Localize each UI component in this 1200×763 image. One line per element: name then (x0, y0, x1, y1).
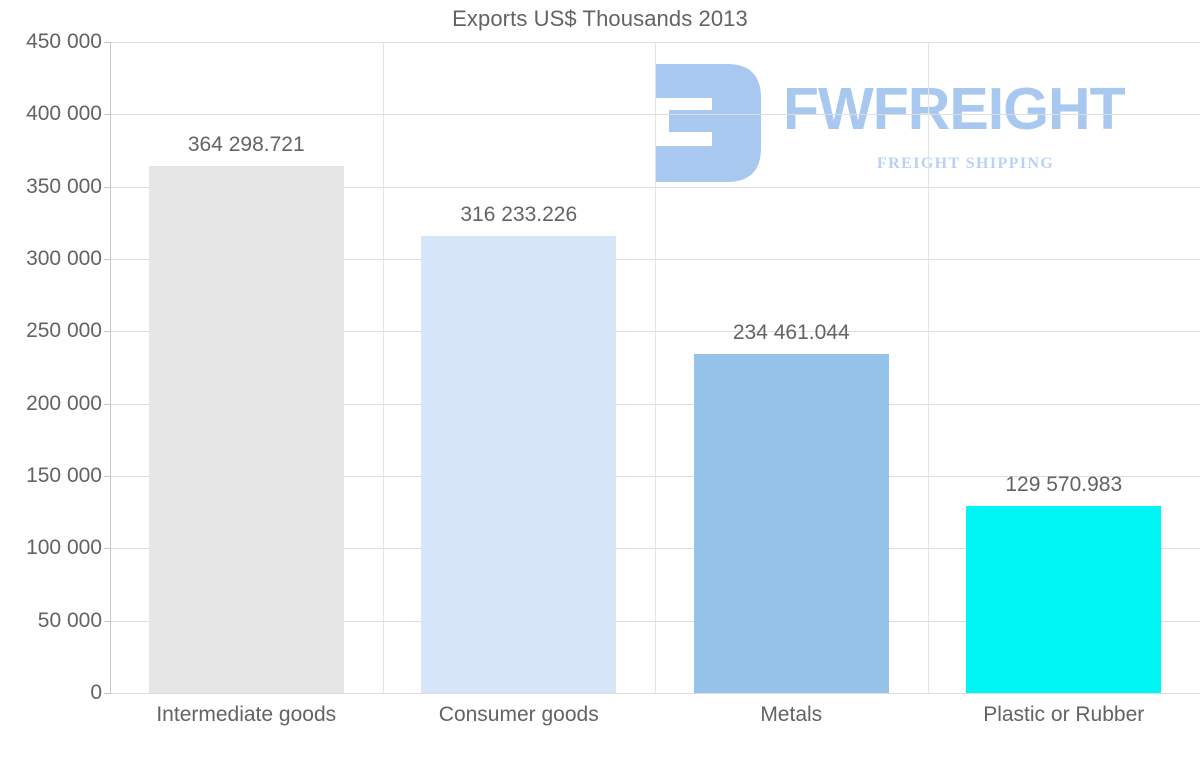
x-axis-category-label: Metals (760, 703, 823, 726)
bar-value-label: 234 461.044 (732, 320, 850, 344)
bar[interactable] (421, 235, 617, 693)
bar[interactable] (148, 165, 344, 693)
bar-value-label: 364 298.721 (187, 132, 305, 156)
bar[interactable] (966, 505, 1162, 693)
chart-title: Exports US$ Thousands 2013 (452, 6, 748, 31)
bar-value-label: 316 233.226 (460, 202, 578, 226)
y-axis-tick-mark (104, 693, 111, 694)
y-axis-tick-mark (104, 403, 111, 405)
gridline-vertical (928, 42, 929, 693)
y-axis-tick-label: 150 000 (26, 464, 102, 487)
y-axis-tick-mark (104, 114, 111, 116)
y-axis-line (110, 42, 111, 694)
y-axis-tick-mark (104, 620, 111, 622)
y-axis-tick-label: 100 000 (26, 536, 102, 560)
plot-area (110, 42, 1200, 694)
gridline-vertical (655, 42, 656, 693)
bar-value-label: 129 570.983 (1005, 472, 1123, 496)
y-axis-tick-mark (104, 186, 111, 188)
y-axis-tick-label: 0 (90, 681, 102, 704)
y-axis-tick-label: 200 000 (26, 391, 102, 415)
gridline-horizontal (110, 693, 1200, 694)
bar[interactable] (693, 353, 889, 693)
y-axis-tick-label: 50 000 (37, 608, 102, 632)
y-axis-tick-mark (104, 42, 111, 43)
y-axis-tick-label: 400 000 (26, 102, 102, 126)
x-axis-category-label: Consumer goods (438, 703, 599, 726)
y-axis-tick-mark (104, 476, 111, 477)
gridline-vertical (383, 42, 384, 693)
x-axis-category-label: Intermediate goods (156, 703, 337, 726)
x-axis-category-label: Plastic or Rubber (983, 703, 1145, 726)
y-axis-tick-label: 300 000 (26, 247, 102, 270)
y-axis-tick-mark (104, 259, 111, 260)
y-axis-tick-label: 450 000 (26, 30, 102, 53)
y-axis-tick-label: 350 000 (26, 174, 102, 198)
y-axis-tick-mark (104, 548, 111, 550)
y-axis-tick-label: 250 000 (26, 319, 102, 343)
y-axis-tick-mark (104, 331, 111, 333)
